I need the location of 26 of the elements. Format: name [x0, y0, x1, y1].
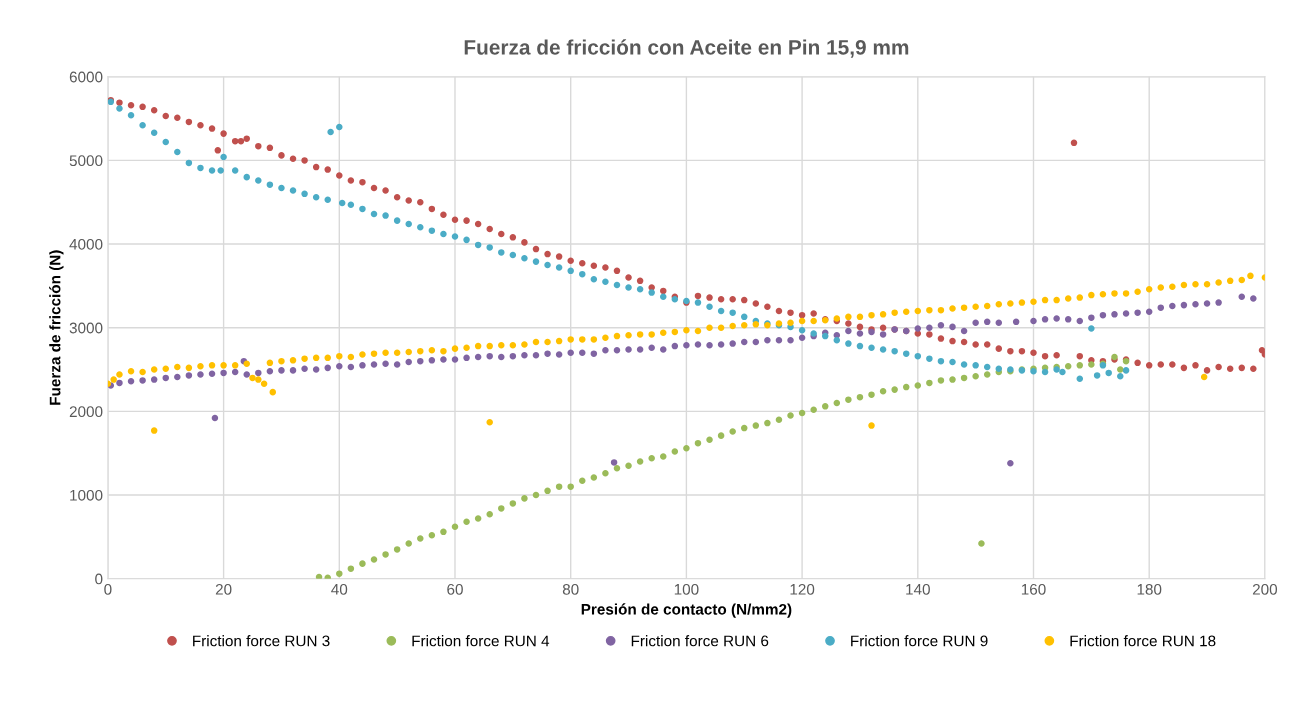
y-tick-label: 5000	[69, 155, 103, 167]
y-axis-title: Fuerza de fricción (N)	[49, 250, 64, 405]
x-tick-label: 140	[906, 583, 930, 595]
y-tick-label: 4000	[69, 238, 103, 250]
x-axis-title: Presión de contacto (N/mm2)	[581, 603, 792, 618]
y-tick-label: 1000	[70, 489, 103, 501]
x-tick-label: 160	[1021, 583, 1046, 595]
chart-title: Fuerza de fricción con Aceite en Pin 15,9 mm	[464, 39, 909, 58]
legend-label: Friction force RUN 18	[1070, 635, 1216, 647]
legend-label: Friction force RUN 3	[193, 635, 330, 647]
x-tick-label: 80	[562, 583, 579, 595]
x-tick-label: 100	[674, 583, 699, 595]
x-tick-label: 40	[331, 583, 348, 595]
x-tick-label: 200	[1252, 583, 1278, 595]
legend-label: Friction force RUN 4	[412, 635, 550, 647]
y-tick-label: 2000	[69, 406, 103, 418]
x-tick-label: 0	[104, 583, 112, 595]
legend-label: Friction force RUN 6	[631, 635, 769, 647]
y-tick-label: 6000	[69, 71, 103, 83]
x-tick-label: 180	[1137, 583, 1162, 595]
x-tick-label: 60	[447, 583, 463, 595]
y-tick-label: 0	[95, 573, 103, 585]
y-tick-label: 3000	[69, 322, 103, 334]
x-tick-label: 120	[790, 583, 815, 595]
x-tick-label: 20	[215, 583, 232, 595]
legend-label: Friction force RUN 9	[851, 635, 988, 647]
